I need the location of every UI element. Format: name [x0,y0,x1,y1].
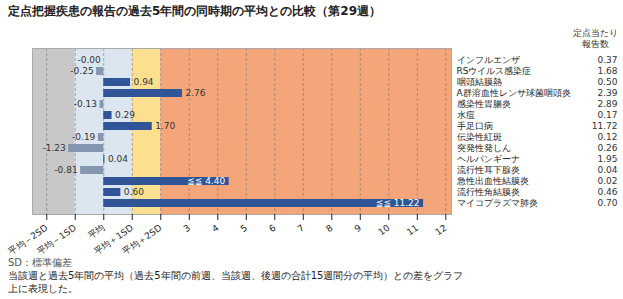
svg-text:-1.23: -1.23 [42,143,65,153]
svg-text:-0.81: -0.81 [54,165,77,175]
svg-text:11.72: 11.72 [592,121,618,131]
svg-text:-0.00: -0.00 [77,55,101,65]
svg-text:8: 8 [324,222,335,234]
svg-text:定点当たり: 定点当たり [573,28,618,38]
html-text:定点把握疾患の報告の過去5年間の同時期の平均との比較（第29: 定点把握疾患の報告の過去5年間の同時期の平均との比較（第29週） [8,4,382,18]
svg-text:0.04: 0.04 [108,154,128,164]
svg-text:伝染性紅斑: 伝染性紅斑 [457,132,502,142]
svg-text:0.46: 0.46 [597,187,617,197]
svg-text:突発性発しん: 突発性発しん [457,143,511,153]
svg-text:1.68: 1.68 [597,66,617,76]
svg-text:4: 4 [210,222,221,234]
svg-text:≦≦ 11.22: ≦≦ 11.22 [376,198,420,208]
svg-text:-0.13: -0.13 [74,99,97,109]
svg-text:12: 12 [433,223,448,238]
html-text:当該週と過去5年間の平均（過去5年間の前週、当該週、後週の合: 当該週と過去5年間の平均（過去5年間の前週、当該週、後週の合計15週間分の平均）… [8,270,464,281]
svg-text:報告数: 報告数 [582,39,609,49]
svg-text:6: 6 [267,222,278,234]
svg-text:手足口病: 手足口病 [457,121,493,131]
html-text:SD：標準偏差: SD：標準偏差 [8,257,73,268]
svg-text:11: 11 [405,223,420,238]
svg-text:2.39: 2.39 [597,88,617,98]
svg-text:A群溶血性レンサ球菌咽頭炎: A群溶血性レンサ球菌咽頭炎 [457,88,571,98]
svg-text:0.60: 0.60 [124,187,144,197]
svg-text:流行性耳下腺炎: 流行性耳下腺炎 [457,165,520,175]
svg-text:マイコプラズマ肺炎: マイコプラズマ肺炎 [457,198,538,208]
svg-text:流行性角結膜炎: 流行性角結膜炎 [457,187,520,197]
svg-text:RSウイルス感染症: RSウイルス感染症 [457,66,532,76]
svg-text:感染性胃腸炎: 感染性胃腸炎 [457,99,511,109]
svg-text:0.50: 0.50 [597,77,617,87]
svg-text:0.17: 0.17 [597,110,617,120]
svg-text:0.70: 0.70 [597,198,617,208]
svg-text:急性出血性結膜炎: 急性出血性結膜炎 [456,176,529,186]
svg-text:0.12: 0.12 [597,132,617,142]
svg-text:0.02: 0.02 [597,176,617,186]
svg-text:ヘルパンギーナ: ヘルパンギーナ [457,154,520,164]
svg-text:≦≦ 4.40: ≦≦ 4.40 [187,176,225,186]
svg-text:5: 5 [239,223,249,234]
svg-text:2.89: 2.89 [597,99,617,109]
svg-text:2.76: 2.76 [185,88,205,98]
svg-text:0.04: 0.04 [597,165,617,175]
svg-text:9: 9 [353,222,364,234]
svg-text:1.95: 1.95 [597,154,617,164]
svg-text:咽頭結膜熱: 咽頭結膜熱 [457,77,502,87]
svg-text:0.29: 0.29 [115,110,135,120]
svg-text:平均: 平均 [86,223,106,242]
svg-text:-0.19: -0.19 [72,132,96,142]
svg-text:平均－1SD: 平均－1SD [35,223,78,256]
svg-text:平均＋2SD: 平均＋2SD [121,223,164,256]
svg-text:10: 10 [376,222,391,237]
svg-text:水痘: 水痘 [457,110,475,120]
html-text:上に表現した。: 上に表現した。 [8,283,78,294]
svg-text:0.26: 0.26 [597,143,617,153]
svg-text:1.70: 1.70 [155,121,175,131]
svg-text:インフルエンザ: インフルエンザ [457,55,520,65]
svg-text:0.37: 0.37 [597,55,617,65]
svg-text:0.94: 0.94 [134,77,154,87]
svg-text:3: 3 [182,223,192,234]
svg-text:7: 7 [296,223,306,234]
svg-text:-0.25: -0.25 [70,66,93,76]
